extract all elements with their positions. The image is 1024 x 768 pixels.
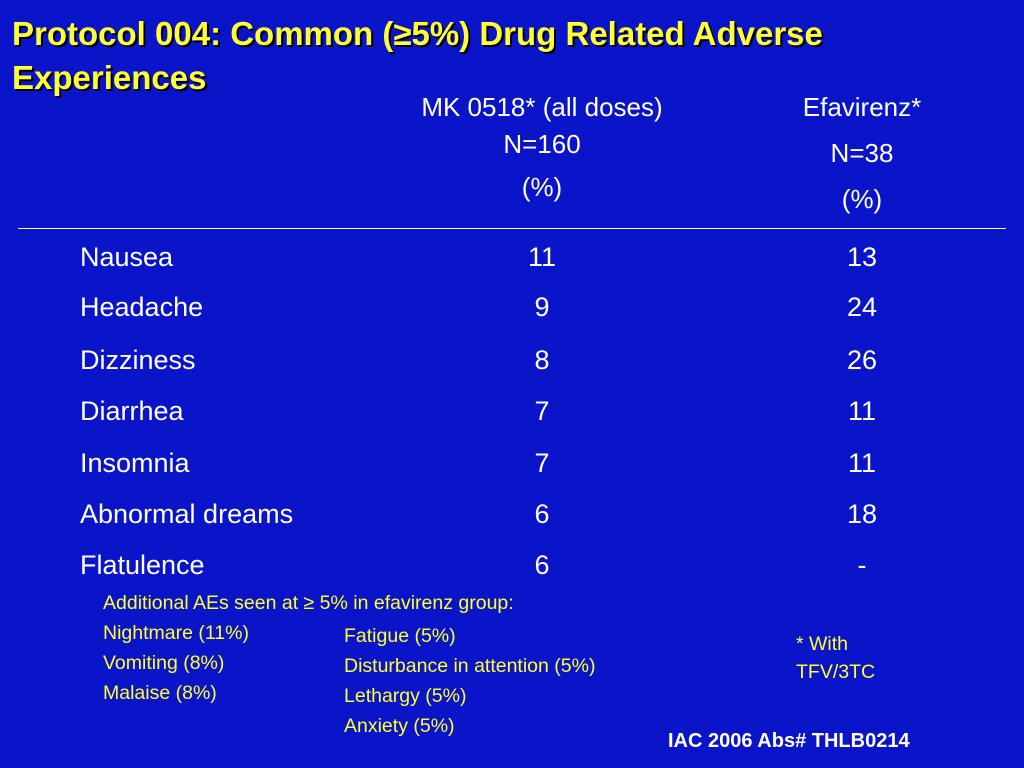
row-efavirenz-value: 26 — [846, 345, 878, 375]
additional-aes-right: Fatigue (5%) Disturbance in attention (5… — [344, 621, 595, 741]
column-header-efavirenz-unit: (%) — [841, 184, 883, 214]
table-row: Nausea 11 13 — [0, 237, 1024, 277]
table-row: Headache 9 24 — [0, 287, 1024, 327]
row-mk0518-value: 7 — [534, 448, 550, 478]
table-row: Flatulence 6 - — [0, 545, 1024, 585]
row-mk0518-value: 6 — [534, 550, 550, 580]
row-efavirenz-value: 11 — [847, 448, 877, 478]
additional-ae-item: Fatigue (5%) — [344, 625, 456, 647]
row-efavirenz-value: 18 — [846, 499, 878, 529]
row-mk0518-value: 7 — [534, 396, 550, 426]
row-mk0518-value: 8 — [534, 345, 550, 375]
row-label: Diarrhea — [80, 396, 184, 426]
additional-ae-item: Vomiting (8%) — [103, 652, 225, 674]
table-row: Abnormal dreams 6 18 — [0, 494, 1024, 534]
row-label: Headache — [80, 292, 204, 322]
row-label: Abnormal dreams — [80, 499, 294, 529]
column-header-mk0518-n: N=160 — [503, 129, 581, 159]
additional-ae-item: Disturbance in attention (5%) — [344, 655, 596, 677]
row-efavirenz-value: - — [857, 550, 867, 580]
slide-title: Protocol 004: Common (≥5%) Drug Related … — [12, 15, 823, 96]
row-label: Dizziness — [80, 345, 196, 375]
row-label: Nausea — [80, 242, 174, 272]
row-efavirenz-value: 24 — [846, 292, 878, 322]
row-label: Flatulence — [80, 550, 205, 580]
additional-ae-item: Anxiety (5%) — [344, 715, 455, 737]
footnote-line: * With — [796, 633, 849, 655]
header-divider — [18, 228, 1006, 229]
row-mk0518-value: 9 — [534, 292, 550, 322]
row-efavirenz-value: 11 — [847, 396, 877, 426]
row-efavirenz-value: 13 — [846, 242, 878, 272]
additional-ae-item: Nightmare (11%) — [103, 622, 249, 644]
column-header-mk0518-name: MK 0518* (all doses) — [421, 92, 663, 122]
column-header-mk0518-unit: (%) — [521, 172, 563, 202]
column-header-efavirenz-name: Efavirenz* — [802, 92, 922, 122]
row-label: Insomnia — [80, 448, 190, 478]
table-row: Dizziness 8 26 — [0, 340, 1024, 380]
footnote-line: TFV/3TC — [796, 661, 876, 683]
column-header-efavirenz-n: N=38 — [830, 138, 894, 168]
additional-aes-left: Additional AEs seen at ≥ 5% in efavirenz… — [103, 588, 514, 708]
table-row: Diarrhea 7 11 — [0, 391, 1024, 431]
additional-ae-item: Malaise (8%) — [103, 682, 217, 704]
column-header-mk0518: MK 0518* (all doses) N=160 (%) — [372, 84, 712, 210]
additional-aes-heading: Additional AEs seen at ≥ 5% in efavirenz… — [103, 592, 514, 614]
table-row: Insomnia 7 11 — [0, 443, 1024, 483]
additional-ae-item: Lethargy (5%) — [344, 685, 467, 707]
column-header-efavirenz: Efavirenz* N=38 (%) — [742, 84, 982, 222]
citation: IAC 2006 Abs# THLB0214 — [668, 730, 910, 752]
footnote: * With TFV/3TC — [796, 630, 875, 686]
row-mk0518-value: 11 — [527, 242, 557, 272]
row-mk0518-value: 6 — [534, 499, 550, 529]
